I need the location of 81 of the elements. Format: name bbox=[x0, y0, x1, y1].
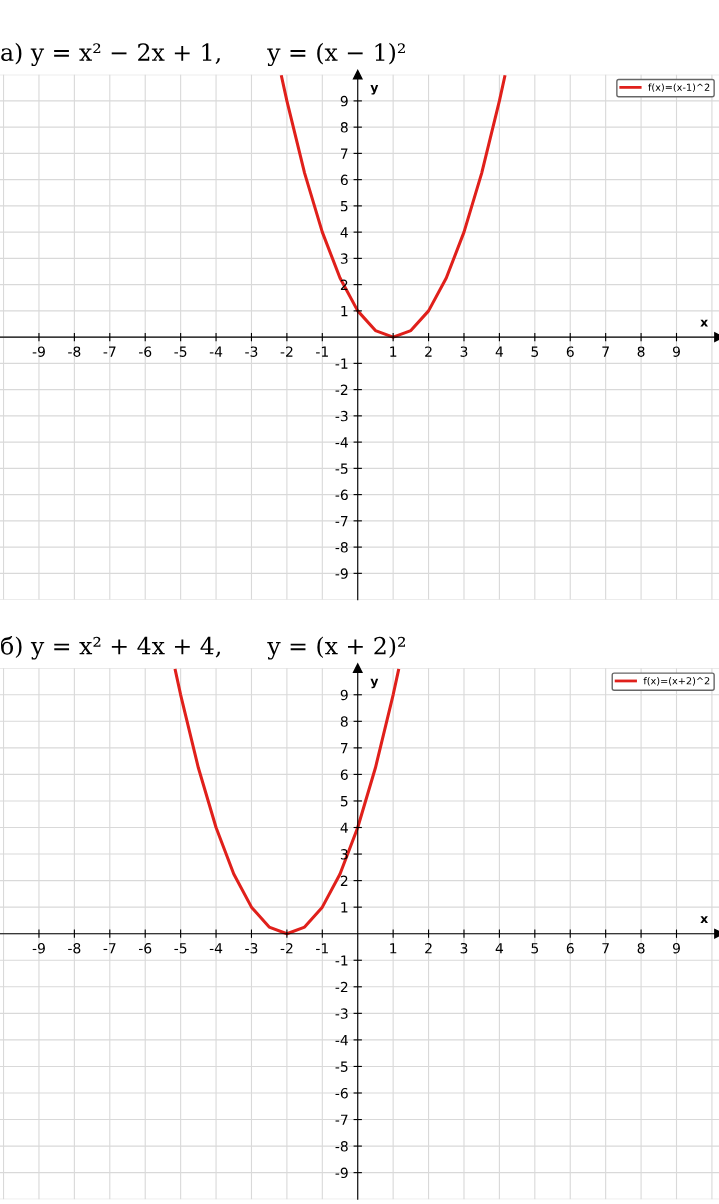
y-tick-label: -7 bbox=[335, 516, 348, 527]
y-tick-label: -6 bbox=[335, 489, 348, 501]
y-tick-label: -3 bbox=[335, 1008, 348, 1019]
y-tick-label: -9 bbox=[335, 1167, 348, 1179]
x-tick-label: -5 bbox=[174, 943, 187, 954]
x-tick-label: 7 bbox=[602, 943, 609, 954]
y-tick-label: 8 bbox=[340, 716, 348, 727]
y-tick-label: 3 bbox=[340, 253, 348, 264]
x-tick-label: 9 bbox=[672, 942, 680, 954]
x-tick-label: -7 bbox=[103, 943, 116, 954]
x-tick-label: 9 bbox=[672, 346, 680, 357]
y-tick-label: -2 bbox=[335, 981, 348, 993]
chart-title: б) y = x² + 4x + 4, y = (x + 2)² bbox=[1, 636, 405, 660]
line-series bbox=[280, 75, 507, 339]
x-tick-label: -1 bbox=[316, 346, 328, 357]
x-axis-title: x bbox=[700, 319, 709, 327]
x-tick-label: 3 bbox=[460, 346, 468, 357]
x-tick-label: 2 bbox=[425, 346, 432, 357]
x-tick-label: -9 bbox=[32, 346, 45, 357]
y-tick-label: 5 bbox=[340, 201, 348, 212]
y-tick-label: -3 bbox=[335, 410, 348, 422]
x-tick-label: 5 bbox=[531, 943, 539, 954]
y-tick-label: -1 bbox=[335, 358, 348, 369]
x-tick-label: -1 bbox=[316, 943, 328, 954]
x-tick-label: 7 bbox=[602, 346, 609, 357]
x-tick-label: -4 bbox=[209, 346, 223, 357]
x-tick-label: 1 bbox=[390, 346, 397, 357]
x-tick-label: 2 bbox=[425, 942, 432, 954]
x-tick-label: -3 bbox=[245, 942, 258, 954]
y-tick-label: -6 bbox=[335, 1087, 348, 1099]
y-tick-label: 1 bbox=[341, 306, 348, 317]
x-tick-label: -4 bbox=[209, 943, 223, 954]
y-tick-label: 4 bbox=[340, 822, 348, 833]
y-tick-label: 7 bbox=[341, 148, 348, 159]
x-tick-label: -6 bbox=[138, 942, 152, 954]
x-tick-label: -2 bbox=[280, 942, 293, 954]
x-tick-label: -8 bbox=[68, 346, 81, 357]
y-axis-title: y bbox=[370, 85, 379, 95]
y-tick-label: 8 bbox=[340, 122, 348, 133]
x-tick-label: 8 bbox=[637, 942, 645, 954]
y-tick-label: 2 bbox=[340, 875, 348, 886]
y-tick-label: -5 bbox=[335, 463, 348, 474]
y-tick-label: -1 bbox=[335, 955, 348, 966]
x-tick-label: -6 bbox=[138, 346, 152, 357]
line-series bbox=[173, 668, 400, 936]
y-tick-label: -7 bbox=[335, 1114, 348, 1125]
y-tick-label: 4 bbox=[340, 227, 348, 238]
x-tick-label: 6 bbox=[566, 942, 574, 954]
x-tick-label: 3 bbox=[460, 942, 468, 954]
y-tick-label: 5 bbox=[340, 796, 348, 807]
x-axis-title: x bbox=[700, 916, 709, 924]
x-tick-label: 4 bbox=[495, 943, 504, 954]
x-tick-label: 5 bbox=[531, 346, 539, 357]
y-tick-label: 2 bbox=[340, 279, 348, 290]
y-axis-title: y bbox=[370, 678, 379, 689]
y-tick-label: -8 bbox=[335, 1141, 348, 1152]
y-tick-label: 1 bbox=[341, 902, 348, 913]
x-tick-label: 4 bbox=[495, 346, 504, 357]
y-tick-label: -9 bbox=[335, 568, 348, 579]
x-tick-label: -9 bbox=[32, 942, 45, 954]
x-tick-label: -5 bbox=[174, 346, 187, 357]
legend-label: f(x)=(x+2)^2 bbox=[643, 676, 710, 686]
x-tick-label: -8 bbox=[68, 942, 81, 954]
y-tick-label: -4 bbox=[335, 1035, 348, 1046]
x-tick-label: 1 bbox=[390, 943, 397, 954]
x-tick-label: -3 bbox=[245, 346, 258, 357]
y-tick-label: 7 bbox=[341, 743, 348, 754]
x-tick-label: -2 bbox=[280, 346, 293, 357]
y-tick-label: 9 bbox=[340, 689, 348, 701]
chart-title: а) y = x² − 2x + 1, y = (x − 1)² bbox=[1, 42, 405, 67]
y-tick-label: -2 bbox=[335, 384, 348, 395]
y-tick-label: 6 bbox=[340, 769, 348, 780]
y-tick-label: -5 bbox=[335, 1061, 348, 1072]
y-tick-label: -4 bbox=[335, 437, 348, 448]
x-tick-label: 8 bbox=[637, 346, 645, 357]
y-tick-label: 9 bbox=[340, 95, 348, 107]
legend-label: f(x)=(x-1)^2 bbox=[648, 83, 710, 93]
y-tick-label: -8 bbox=[335, 542, 348, 553]
x-tick-label: -7 bbox=[103, 346, 116, 357]
y-tick-label: 6 bbox=[340, 174, 348, 186]
x-tick-label: 6 bbox=[566, 346, 574, 357]
